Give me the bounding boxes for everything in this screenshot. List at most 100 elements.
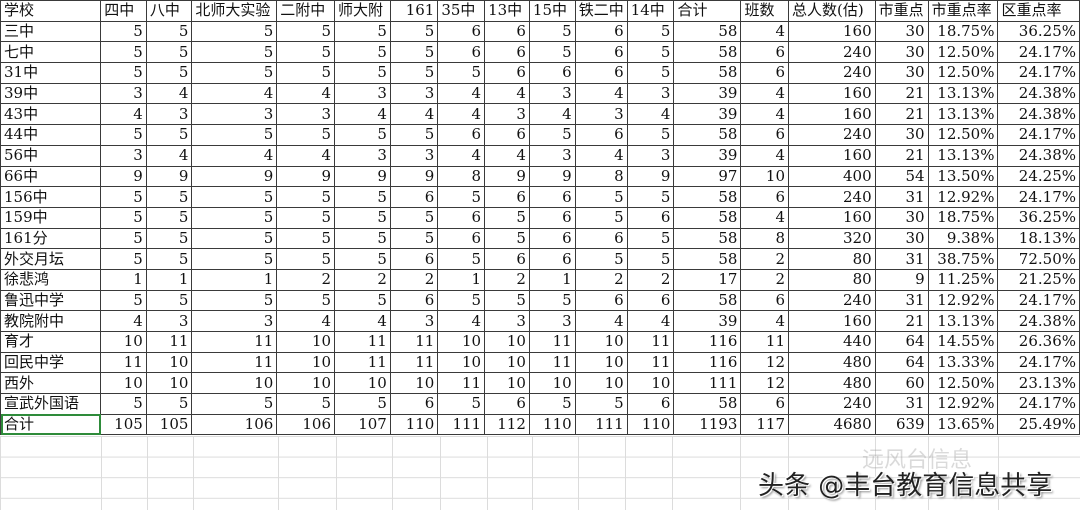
column-header[interactable]: 师大附 [334, 0, 391, 22]
value-cell[interactable]: 6 [437, 227, 486, 250]
value-cell[interactable]: 10 [276, 372, 336, 395]
value-cell[interactable]: 10 [276, 331, 336, 353]
value-cell[interactable]: 24.17% [997, 41, 1080, 64]
value-cell[interactable]: 6 [626, 393, 675, 415]
value-cell[interactable]: 5 [276, 41, 336, 64]
school-name-cell[interactable]: 66中 [0, 165, 102, 188]
value-cell[interactable]: 3 [276, 103, 336, 126]
value-cell[interactable]: 4 [437, 144, 486, 167]
value-cell[interactable]: 2 [334, 268, 391, 291]
value-cell[interactable]: 4 [191, 82, 278, 105]
value-cell[interactable]: 3 [626, 82, 675, 105]
school-name-cell[interactable]: 宣武外国语 [0, 393, 102, 415]
value-cell[interactable]: 39 [673, 310, 742, 332]
value-cell[interactable]: 5 [528, 124, 576, 146]
value-cell[interactable]: 6 [626, 289, 675, 312]
value-cell[interactable]: 3 [145, 103, 193, 126]
value-cell[interactable]: 4 [191, 144, 278, 167]
value-cell[interactable]: 110 [626, 413, 675, 436]
value-cell[interactable]: 30 [874, 20, 929, 43]
value-cell[interactable]: 5 [191, 20, 278, 43]
value-cell[interactable]: 10 [740, 165, 790, 188]
value-cell[interactable]: 12 [740, 372, 790, 395]
value-cell[interactable]: 3 [528, 82, 576, 105]
column-header[interactable]: 总人数(估) [788, 0, 876, 22]
value-cell[interactable]: 8 [437, 165, 486, 188]
value-cell[interactable]: 5 [334, 289, 391, 312]
value-cell[interactable]: 5 [276, 206, 336, 229]
value-cell[interactable]: 10 [484, 372, 530, 395]
value-cell[interactable]: 17 [673, 268, 742, 291]
value-cell[interactable]: 9 [626, 165, 675, 188]
value-cell[interactable]: 10 [145, 351, 193, 374]
value-cell[interactable]: 58 [673, 393, 742, 415]
value-cell[interactable]: 6 [484, 248, 530, 270]
value-cell[interactable]: 5 [334, 227, 391, 250]
value-cell[interactable]: 12.50% [927, 124, 999, 146]
column-header[interactable]: 合计 [673, 0, 742, 22]
value-cell[interactable]: 11 [740, 331, 790, 353]
value-cell[interactable]: 5 [276, 186, 336, 208]
value-cell[interactable]: 2 [574, 268, 628, 291]
value-cell[interactable]: 4 [334, 310, 391, 332]
column-header[interactable]: 班数 [740, 0, 790, 22]
value-cell[interactable]: 2 [740, 268, 790, 291]
value-cell[interactable]: 9 [191, 165, 278, 188]
value-cell[interactable]: 11 [334, 331, 391, 353]
value-cell[interactable]: 3 [100, 144, 147, 167]
value-cell[interactable]: 5 [334, 186, 391, 208]
value-cell[interactable]: 13.13% [927, 103, 999, 126]
value-cell[interactable]: 4 [145, 144, 193, 167]
value-cell[interactable]: 10 [334, 372, 391, 395]
value-cell[interactable]: 10 [574, 331, 628, 353]
value-cell[interactable]: 6 [484, 20, 530, 43]
school-name-cell[interactable]: 39中 [0, 82, 102, 105]
value-cell[interactable]: 5 [626, 227, 675, 250]
value-cell[interactable]: 6 [437, 124, 486, 146]
value-cell[interactable]: 5 [437, 248, 486, 270]
value-cell[interactable]: 13.13% [927, 144, 999, 167]
value-cell[interactable]: 6 [528, 206, 576, 229]
value-cell[interactable]: 6 [528, 62, 576, 84]
value-cell[interactable]: 3 [626, 144, 675, 167]
value-cell[interactable]: 5 [100, 41, 147, 64]
value-cell[interactable]: 23.13% [997, 372, 1080, 395]
value-cell[interactable]: 36.25% [997, 206, 1080, 229]
value-cell[interactable]: 1 [191, 268, 278, 291]
value-cell[interactable]: 9 [389, 165, 439, 188]
value-cell[interactable]: 160 [788, 20, 876, 43]
value-cell[interactable]: 24.17% [997, 289, 1080, 312]
value-cell[interactable]: 21 [874, 144, 929, 167]
value-cell[interactable]: 5 [484, 206, 530, 229]
value-cell[interactable]: 8 [574, 165, 628, 188]
value-cell[interactable]: 6 [389, 186, 439, 208]
value-cell[interactable]: 5 [145, 289, 193, 312]
value-cell[interactable]: 6 [389, 393, 439, 415]
value-cell[interactable]: 12.50% [927, 41, 999, 64]
value-cell[interactable]: 5 [528, 20, 576, 43]
value-cell[interactable]: 6 [484, 124, 530, 146]
value-cell[interactable]: 13.13% [927, 82, 999, 105]
value-cell[interactable]: 4 [276, 144, 336, 167]
value-cell[interactable]: 24.38% [997, 103, 1080, 126]
value-cell[interactable]: 11 [437, 372, 486, 395]
value-cell[interactable]: 5 [191, 227, 278, 250]
value-cell[interactable]: 320 [788, 227, 876, 250]
value-cell[interactable]: 39 [673, 144, 742, 167]
value-cell[interactable]: 5 [191, 289, 278, 312]
value-cell[interactable]: 1 [528, 268, 576, 291]
value-cell[interactable]: 9 [874, 268, 929, 291]
column-header[interactable]: 35中 [437, 0, 486, 22]
value-cell[interactable]: 110 [389, 413, 439, 436]
school-name-cell[interactable]: 156中 [0, 186, 102, 208]
value-cell[interactable]: 6 [484, 62, 530, 84]
value-cell[interactable]: 5 [145, 393, 193, 415]
value-cell[interactable]: 5 [145, 227, 193, 250]
value-cell[interactable]: 5 [145, 186, 193, 208]
column-header[interactable]: 铁二中 [574, 0, 628, 22]
value-cell[interactable]: 5 [626, 20, 675, 43]
value-cell[interactable]: 116 [673, 351, 742, 374]
column-header[interactable]: 八中 [145, 0, 193, 22]
value-cell[interactable]: 240 [788, 289, 876, 312]
value-cell[interactable]: 5 [191, 186, 278, 208]
